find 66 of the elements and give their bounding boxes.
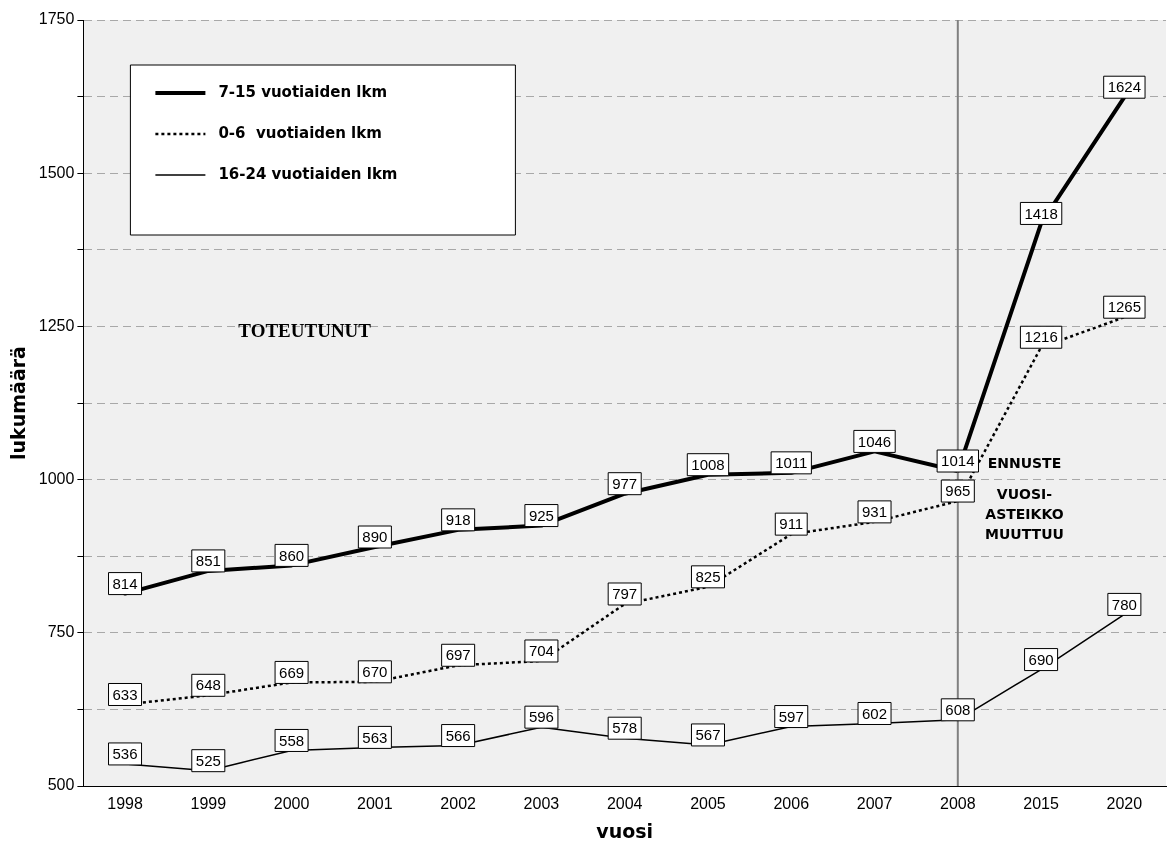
data-label: 1011 — [775, 454, 808, 471]
y-tick-label: 1750 — [38, 10, 75, 28]
x-tick-label: 2003 — [523, 795, 560, 813]
data-label: 648 — [195, 676, 221, 694]
x-tick-label: 2015 — [1023, 795, 1059, 813]
data-label: 965 — [945, 482, 971, 500]
data-label: 563 — [362, 728, 388, 746]
x-tick-label: 2001 — [357, 795, 393, 813]
data-label: 1014 — [941, 452, 975, 470]
x-axis-title: vuosi — [596, 819, 654, 842]
legend-label: 7-15 vuotiaiden lkm — [218, 82, 388, 101]
data-label: 567 — [695, 726, 721, 744]
x-tick-label: 2006 — [773, 795, 810, 813]
legend-label: 0-6 vuotiaiden lkm — [218, 123, 382, 142]
y-tick-label: 750 — [47, 623, 75, 641]
y-tick-label: 1500 — [38, 163, 75, 181]
x-tick-label: 2008 — [940, 795, 976, 813]
x-tick-label: 1998 — [107, 795, 143, 813]
data-label: 558 — [279, 731, 305, 749]
data-label: 704 — [528, 642, 554, 660]
data-label: 851 — [195, 552, 221, 570]
data-label: 690 — [1028, 650, 1054, 668]
x-tick-label: 1999 — [190, 795, 227, 813]
y-axis-title: lukumäärä — [7, 346, 30, 460]
data-label: 1624 — [1107, 78, 1142, 96]
data-label: 1046 — [857, 432, 892, 450]
data-label: 911 — [779, 515, 804, 533]
data-label: 1216 — [1024, 328, 1058, 346]
data-label: 670 — [362, 662, 388, 680]
data-label: 1008 — [691, 455, 725, 473]
data-label: 596 — [528, 708, 554, 726]
annotation: ENNUSTE — [987, 454, 1062, 471]
y-tick-label: 500 — [47, 776, 75, 794]
annotation: TOTEUTUNUT — [238, 320, 372, 342]
y-tick-label: 1250 — [38, 316, 75, 334]
x-tick-label: 2020 — [1106, 795, 1143, 813]
data-label: 608 — [945, 700, 971, 718]
x-tick-label: 2004 — [606, 795, 643, 813]
data-label: 860 — [279, 546, 305, 564]
x-tick-label: 2007 — [856, 795, 893, 813]
data-label: 931 — [862, 503, 888, 521]
data-label: 797 — [612, 585, 638, 603]
data-label: 890 — [362, 528, 388, 546]
data-label: 633 — [112, 685, 138, 703]
y-tick-label: 1000 — [38, 470, 75, 488]
data-label: 1418 — [1024, 204, 1058, 222]
data-label: 525 — [195, 751, 221, 769]
data-label: 918 — [445, 510, 471, 528]
x-tick-label: 2005 — [690, 795, 726, 813]
data-label: 697 — [445, 646, 471, 664]
x-tick-label: 2000 — [273, 795, 310, 813]
data-label: 566 — [445, 726, 471, 744]
data-label: 536 — [112, 745, 138, 763]
data-label: 602 — [862, 704, 888, 722]
data-label: 825 — [695, 567, 721, 585]
data-label: 780 — [1111, 595, 1137, 613]
data-label: 597 — [778, 707, 804, 725]
data-label: 578 — [612, 719, 638, 737]
data-label: 925 — [528, 506, 554, 524]
data-label: 977 — [612, 474, 638, 492]
data-label: 1265 — [1107, 298, 1142, 316]
data-label: 814 — [112, 574, 138, 592]
annotation: VUOSI-ASTEIKKO MUUTTUU — [985, 485, 1064, 542]
x-tick-label: 2002 — [440, 795, 477, 813]
legend-label: 16-24 vuotiaiden lkm — [218, 164, 398, 183]
data-label: 669 — [279, 663, 305, 681]
